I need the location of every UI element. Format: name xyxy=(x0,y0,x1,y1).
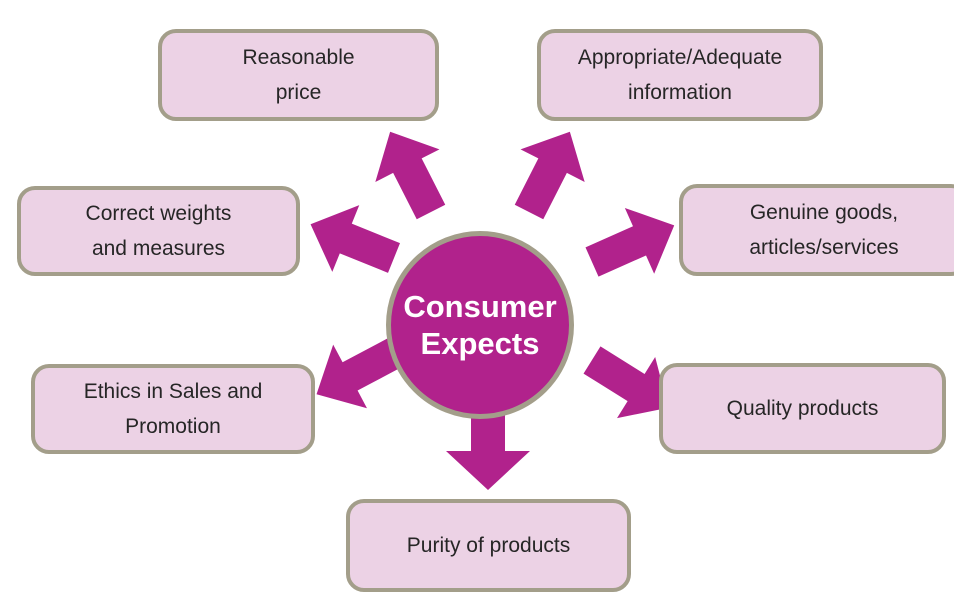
correct-weights-box: Correct weights and measures xyxy=(17,186,300,276)
arrow-to-genuine-goods xyxy=(585,207,675,277)
arrow-to-purity-products xyxy=(446,405,530,490)
box-line: Reasonable xyxy=(242,46,355,69)
appropriate-information-box: Appropriate/Adequate information xyxy=(537,29,823,121)
box-line: articles/services xyxy=(749,236,899,259)
box-line: Correct weights xyxy=(85,202,232,225)
box-line: and measures xyxy=(91,237,226,260)
box-line: Ethics in Sales and xyxy=(83,380,263,403)
box-line: Promotion xyxy=(125,415,221,438)
box-line: price xyxy=(275,81,322,104)
consumer-expects-hub: Consumer Expects xyxy=(386,231,574,419)
hub-line: Expects xyxy=(420,326,540,361)
hub-line: Consumer xyxy=(403,289,557,324)
reasonable-price-box: Reasonable price xyxy=(158,29,439,121)
ethics-sales-box: Ethics in Sales and Promotion xyxy=(31,364,315,454)
quality-products-box: Quality products xyxy=(659,363,946,454)
arrow-to-appropriate-information xyxy=(514,131,585,220)
purity-products-box: Purity of products xyxy=(346,499,631,592)
arrow-to-correct-weights xyxy=(310,205,400,273)
box-line: Purity of products xyxy=(406,534,571,557)
box-line: Appropriate/Adequate xyxy=(577,46,783,69)
genuine-goods-box: Genuine goods, articles/services xyxy=(679,184,954,276)
arrow-to-quality-products xyxy=(583,346,669,419)
box-line: information xyxy=(628,81,732,104)
box-line: Genuine goods, xyxy=(749,201,899,224)
arrow-to-ethics-sales xyxy=(316,337,404,409)
arrow-to-reasonable-price xyxy=(375,131,446,220)
box-line: Quality products xyxy=(726,397,879,420)
